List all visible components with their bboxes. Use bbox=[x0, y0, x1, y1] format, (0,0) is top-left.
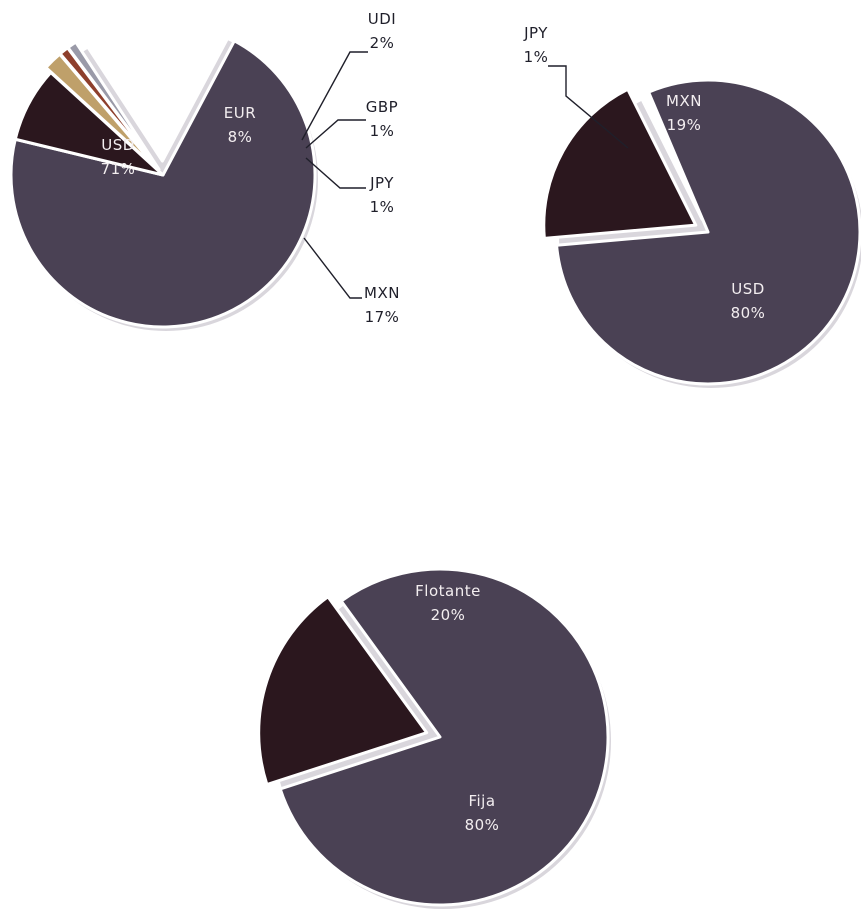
pie-2-slice-usd bbox=[555, 78, 861, 386]
pie-1-leader-jpy bbox=[305, 157, 366, 189]
pie-1-slice-jpy bbox=[66, 40, 161, 171]
pie-2-slice-jpy bbox=[632, 77, 704, 221]
pie-3-slice-fija bbox=[278, 567, 610, 907]
pie-3-label-name-fija: Fija bbox=[468, 792, 495, 810]
pie-1-label-name-udi: UDI bbox=[368, 10, 396, 28]
pie-1-label-value-udi: 2% bbox=[370, 34, 395, 52]
pie-chart-3: Fija 80% Flotante 20% bbox=[257, 567, 611, 909]
pie-2-slice-mxn bbox=[542, 87, 698, 240]
pie-1-label-name-jpy: JPY bbox=[369, 174, 394, 192]
pie-2-label-name-usd: USD bbox=[731, 280, 765, 298]
pie-2-label-name-mxn: MXN bbox=[666, 92, 702, 110]
pie-1-leader-udi bbox=[301, 51, 368, 141]
pie-1-label-name-gbp: GBP bbox=[366, 98, 398, 116]
pie-1-label-value-jpy: 1% bbox=[370, 198, 395, 216]
pie-1-label-name-eur: EUR bbox=[224, 104, 256, 122]
pie-1-leader-gbp bbox=[305, 119, 366, 149]
pie-3-label-value-fija: 80% bbox=[465, 816, 500, 834]
pie-2-leader-jpy bbox=[548, 65, 629, 149]
pie-3-label-name-flotante: Flotante bbox=[415, 582, 481, 600]
pie-1-label-name-mxn: MXN bbox=[364, 284, 400, 302]
pie-chart-1: USD 71% EUR 8% UDI 2% GBP 1% JPY 1% MXN 17% bbox=[9, 7, 400, 331]
pie-1-label-value-mxn: 17% bbox=[365, 308, 400, 326]
pie-2-label-value-jpy: 1% bbox=[524, 48, 549, 66]
pie-1-slice-mxn bbox=[77, 7, 236, 163]
pie-1-slice-usd bbox=[9, 39, 317, 329]
pie-2-label-value-mxn: 19% bbox=[667, 116, 702, 134]
pie-1-label-value-gbp: 1% bbox=[370, 122, 395, 140]
pie-chart-2: USD 80% MXN 19% JPY 1% bbox=[523, 24, 861, 388]
pie-1-label-value-eur: 8% bbox=[228, 128, 253, 146]
pie-2-label-value-usd: 80% bbox=[731, 304, 766, 322]
pie-3-slice-flotante bbox=[257, 595, 429, 787]
pie-1-leader-mxn bbox=[303, 237, 362, 299]
pie-3-label-value-flotante: 20% bbox=[431, 606, 466, 624]
pie-2-label-name-jpy: JPY bbox=[523, 24, 548, 42]
pie-1-label-name-usd: USD bbox=[101, 136, 135, 154]
pie-1-label-value-usd: 71% bbox=[101, 160, 136, 178]
